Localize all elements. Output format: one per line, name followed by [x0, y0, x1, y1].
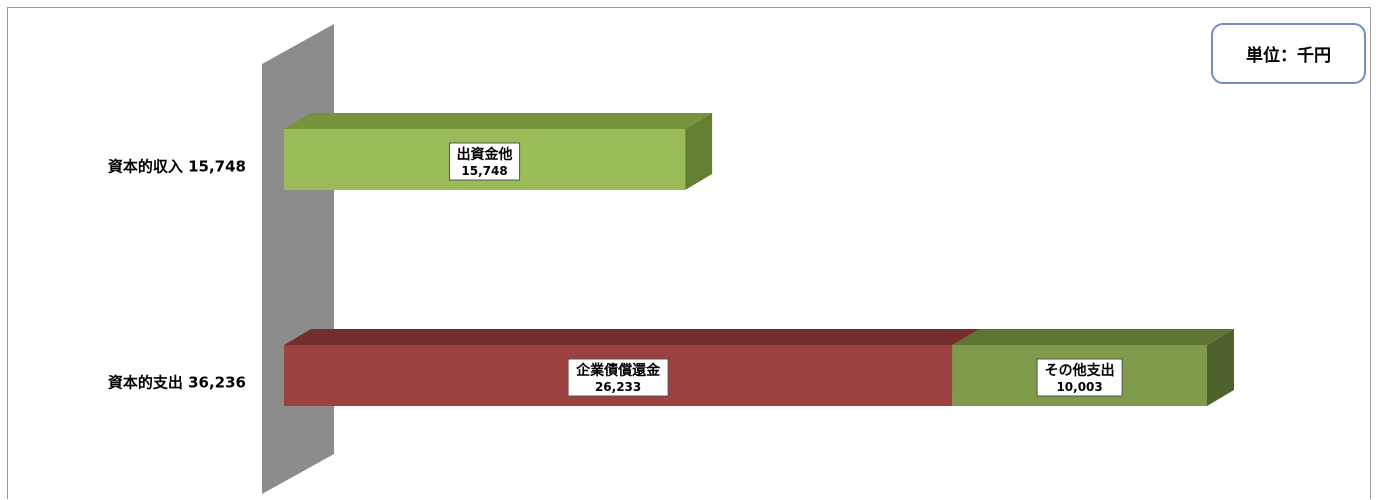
bar-top-face	[284, 113, 713, 129]
data-label-name: 企業債償還金	[575, 362, 661, 379]
category-label: 資本的収入 15,748	[108, 158, 246, 176]
data-label-name: その他支出	[1045, 362, 1115, 379]
bar-side-face	[1207, 329, 1234, 406]
data-label-value: 10,003	[1056, 380, 1102, 394]
unit-label: 単位：千円	[1211, 23, 1366, 84]
data-label-value: 26,233	[595, 380, 641, 394]
category-label: 資本的支出 36,236	[108, 374, 246, 392]
bar-side-face	[685, 113, 713, 190]
data-label-value: 15,748	[461, 164, 507, 178]
data-label-box	[1036, 358, 1123, 397]
bar-top-face	[952, 329, 1234, 345]
axis-wall	[262, 24, 334, 494]
data-label-box	[449, 142, 521, 181]
chart-frame	[7, 7, 1371, 499]
bar-top-face	[284, 329, 980, 345]
data-label-name: 出資金他	[457, 146, 513, 163]
data-label-box	[567, 358, 669, 397]
